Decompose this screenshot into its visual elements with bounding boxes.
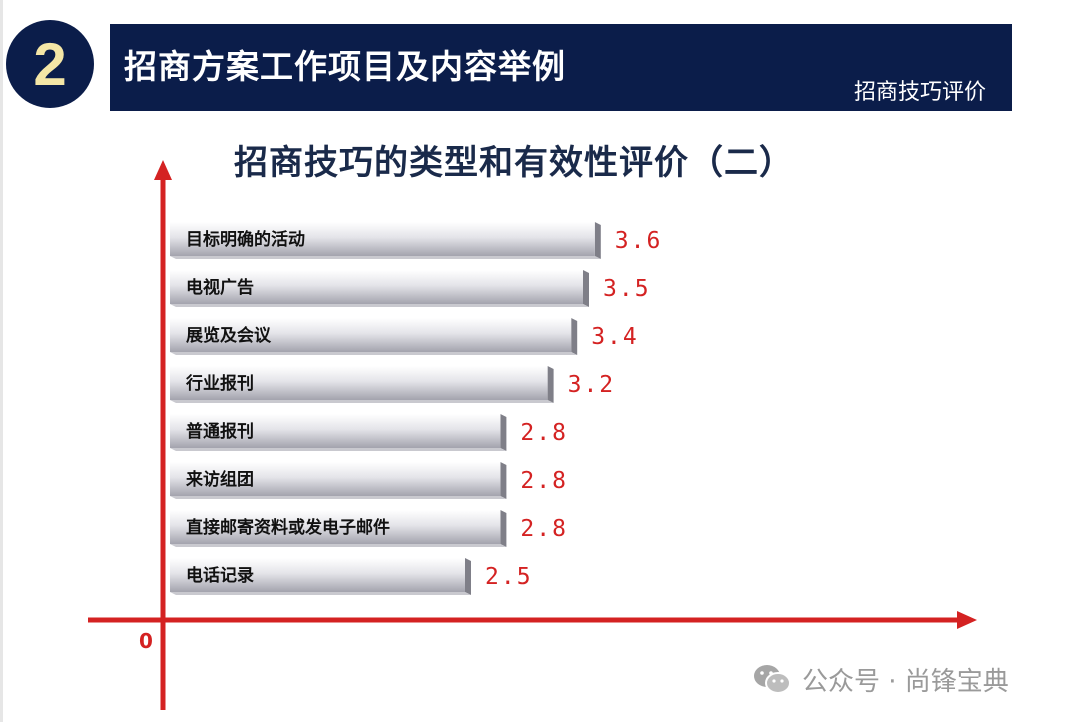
x-axis-arrow [957,611,977,629]
bar-value-label: 2.8 [520,468,568,494]
bar-value-label: 3.6 [615,228,663,254]
bar-side [583,270,589,307]
bar-bottom [170,400,554,403]
bar-group: 来访组团 2.8 [170,462,568,499]
bar-bottom [170,592,471,595]
bar [170,318,572,352]
bar-bottom [170,544,507,547]
bar-side [594,222,601,259]
bar-category-label: 直接邮寄资料或发电子邮件 [186,517,390,538]
bar-value-label: 2.5 [485,564,533,590]
bar-category-label: 行业报刊 [185,373,254,394]
bar-category-label: 目标明确的活动 [186,229,305,250]
bar [170,414,501,448]
bar-group: 直接邮寄资料或发电子邮件 2.8 [170,510,568,547]
bar-side [547,366,554,403]
bar-value-label: 2.8 [520,516,568,542]
bar-side [500,510,507,547]
bar [170,462,501,496]
bar-group: 行业报刊 3.2 [170,366,616,403]
header-bar: 招商方案工作项目及内容举例 招商技巧评价 [110,24,1012,111]
header-title: 招商方案工作项目及内容举例 [124,47,566,86]
bar-side [500,462,507,499]
watermark: 公众号 · 尚锋宝典 [752,662,1009,697]
bar-value-label: 3.5 [603,276,651,302]
origin-label: 0 [139,629,153,653]
bar-category-label: 电话记录 [186,565,254,586]
bar [170,510,501,544]
bar-side [571,318,578,355]
header-subtitle: 招商技巧评价 [853,80,986,105]
bar-bottom [170,496,507,499]
y-axis-arrow [154,160,172,180]
bar-value-label: 2.8 [520,420,568,446]
wechat-icon [754,665,791,694]
bar-value-label: 3.4 [591,324,639,350]
bar-category-label: 展览及会议 [186,325,272,346]
bar-group: 普通报刊 2.8 [170,414,568,451]
bar-bottom [170,352,578,355]
bar-category-label: 电视广告 [186,277,254,298]
bar-bottom [170,256,601,259]
bar [170,270,583,304]
bar-value-label: 3.2 [568,372,616,398]
bar-group: 电视广告 3.5 [170,270,651,307]
bar-group: 目标明确的活动 3.6 [170,222,663,259]
bar-bottom [170,448,507,451]
bar-bottom [170,304,589,307]
watermark-text: 公众号 · 尚锋宝典 [802,666,1009,697]
section-number-badge: 2 [6,20,94,108]
bar-group: 电话记录 2.5 [170,558,533,595]
left-edge-rule [0,0,3,722]
bar-group: 展览及会议 3.4 [170,318,639,355]
bar-category-label: 来访组团 [185,469,254,490]
bar [170,366,548,400]
chart-title: 招商技巧的类型和有效性评价（二） [234,143,794,183]
bar-side [465,558,471,595]
bar [170,558,465,592]
bar-side [500,414,507,451]
bar-category-label: 普通报刊 [186,421,254,442]
bar [170,222,595,256]
